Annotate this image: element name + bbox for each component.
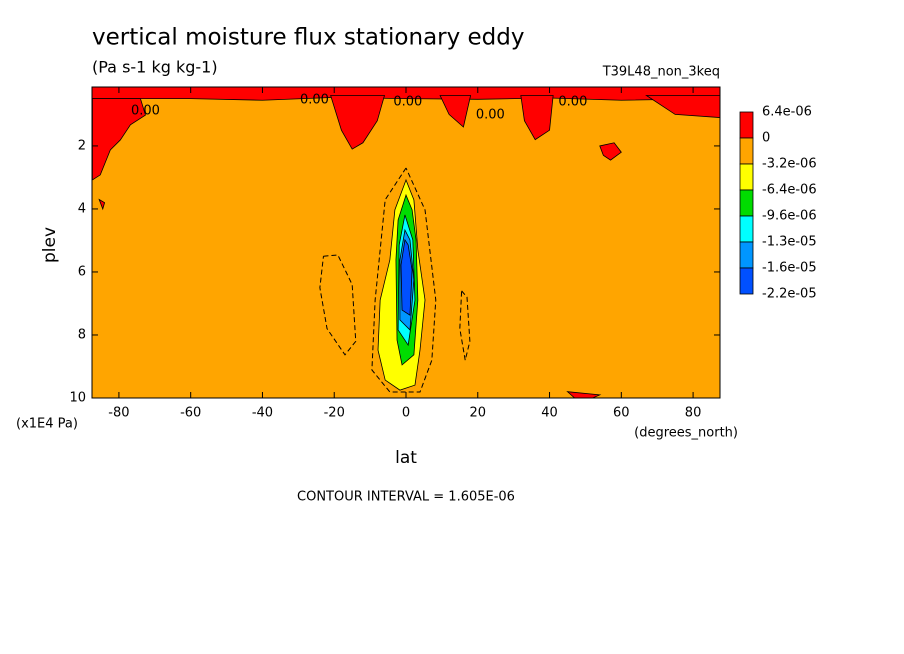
x-tick-label: -80	[108, 406, 129, 421]
y-axis-unit: (x1E4 Pa)	[16, 417, 78, 432]
colorbar-label: 0	[762, 131, 770, 146]
x-tick-label: -20	[324, 406, 345, 421]
colorbar-label: -9.6e-06	[762, 209, 817, 224]
x-tick-label: 40	[541, 406, 558, 421]
x-tick-label: -40	[252, 406, 273, 421]
run-label: T39L48_non_3keq	[602, 65, 720, 80]
filled-region	[520, 95, 554, 141]
x-tick-label: 60	[613, 406, 630, 421]
filled-region	[330, 95, 385, 150]
x-tick-label: -60	[180, 406, 201, 421]
colorbar-label: -2.2e-05	[762, 287, 817, 302]
colorbar-box	[739, 241, 754, 269]
colorbar-label: -6.4e-06	[762, 183, 817, 198]
x-axis-label: lat	[395, 448, 417, 468]
y-tick-label: 2	[78, 138, 86, 153]
contour-line	[319, 254, 357, 356]
contour-label: 0.00	[300, 92, 329, 107]
colorbar-box	[739, 163, 754, 191]
filled-region	[566, 391, 602, 398]
y-tick-label: 8	[78, 327, 86, 342]
colorbar-box	[739, 215, 754, 243]
contour-label: 0.00	[393, 94, 422, 109]
y-tick-label: 10	[69, 391, 86, 406]
plot-area: 0.00 0.00 0.00 0.00 0.00	[92, 87, 720, 398]
x-tick-label: 0	[402, 406, 410, 421]
contour-label: 0.00	[476, 108, 505, 123]
colorbar-box	[739, 111, 754, 139]
colorbar-label: 6.4e-06	[762, 105, 812, 120]
chart-title: vertical moisture flux stationary eddy	[92, 25, 525, 51]
x-axis-unit: (degrees_north)	[634, 426, 738, 441]
x-tick-label: 80	[685, 406, 702, 421]
filled-region	[98, 198, 106, 211]
filled-region	[400, 238, 413, 316]
filled-region	[92, 98, 146, 181]
colorbar-label: -1.6e-05	[762, 261, 817, 276]
colorbar-label: -1.3e-05	[762, 235, 817, 250]
colorbar-box	[739, 137, 754, 165]
colorbar-box	[739, 267, 754, 295]
colorbar-box	[739, 189, 754, 217]
y-tick-label: 4	[78, 201, 86, 216]
contour-line	[371, 167, 437, 393]
colorbar-label: -3.2e-06	[762, 157, 817, 172]
chart-subtitle: (Pa s-1 kg kg-1)	[92, 58, 218, 77]
y-axis-label: plev	[40, 227, 60, 263]
contour-label: 0.00	[558, 94, 587, 109]
filled-region	[645, 95, 720, 118]
x-tick-label: 20	[469, 406, 486, 421]
contour-label: 0.00	[131, 103, 160, 118]
filled-region	[599, 142, 622, 161]
filled-region	[439, 95, 472, 128]
contour-interval: CONTOUR INTERVAL = 1.605E-06	[297, 490, 515, 505]
y-tick-label: 6	[78, 264, 86, 279]
